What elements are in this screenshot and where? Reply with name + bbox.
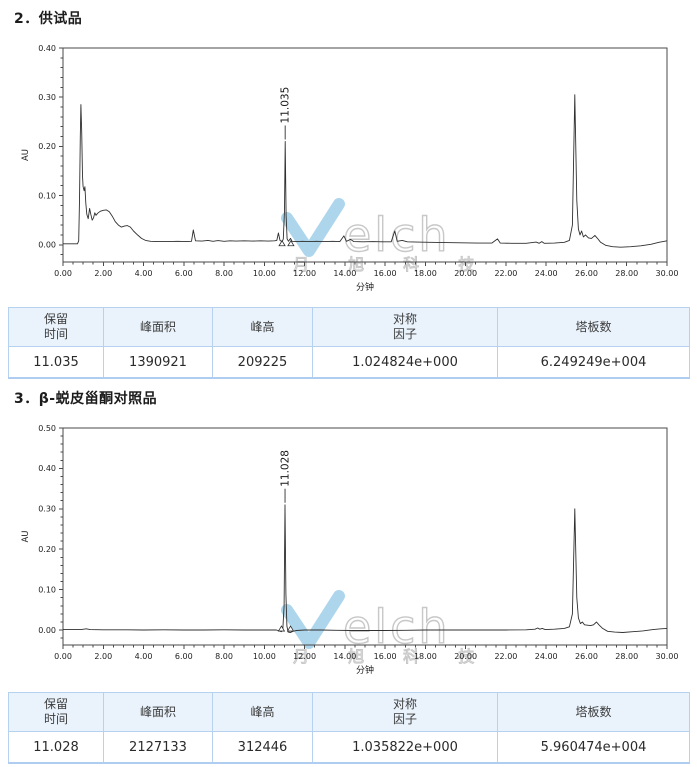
x-tick-label: 6.00 — [175, 652, 193, 661]
peak-retention-time-label: 11.028 — [280, 450, 292, 487]
data-cell-peak-area: 2127133 — [103, 731, 213, 764]
x-tick-label: 22.00 — [494, 269, 517, 278]
x-tick-label: 16.00 — [374, 269, 397, 278]
y-tick-label: 0.20 — [38, 142, 56, 151]
x-tick-label: 0.00 — [54, 652, 72, 661]
x-tick-label: 12.00 — [293, 269, 316, 278]
header-cell-symmetry-factor: 对称 因子 — [312, 692, 498, 732]
y-tick-label: 0.40 — [38, 464, 56, 473]
y-tick-label: 0.10 — [38, 585, 56, 594]
header-cell-retention-time: 保留 时间 — [8, 307, 104, 347]
header-cell-plate-number: 塔板数 — [497, 307, 690, 347]
x-tick-label: 26.00 — [575, 269, 598, 278]
header-cell-peak-area: 峰面积 — [103, 692, 213, 732]
y-axis-tick-labels: 0.00 0.10 0.20 0.30 0.40 0.50 — [38, 424, 56, 635]
y-tick-label: 0.00 — [38, 626, 56, 635]
x-axis-title: 分钟 — [356, 664, 374, 676]
welch-watermark-text: elch — [343, 600, 451, 654]
x-tick-label: 2.00 — [94, 269, 112, 278]
chromatogram-trace — [63, 504, 668, 633]
x-tick-label: 24.00 — [535, 269, 558, 278]
x-tick-label: 6.00 — [175, 269, 193, 278]
data-cell-retention-time: 11.035 — [8, 346, 104, 379]
x-tick-label: 26.00 — [575, 652, 598, 661]
x-axis-tick-labels: 0.00 2.00 4.00 6.00 8.00 10.00 12.00 14.00 16.00… — [54, 269, 678, 278]
y-tick-label: 0.10 — [38, 191, 56, 200]
integration-mark-icon — [286, 625, 295, 632]
x-tick-label: 20.00 — [454, 652, 477, 661]
x-axis-tick-labels: 0.00 2.00 4.00 6.00 8.00 10.00 12.00 14.00 16.00… — [54, 652, 678, 661]
x-tick-label: 4.00 — [135, 652, 153, 661]
header-cell-plate-number: 塔板数 — [497, 692, 690, 732]
welch-check-icon — [281, 198, 345, 257]
y-tick-label: 0.50 — [38, 424, 56, 433]
header-cell-retention-time: 保留 时间 — [8, 692, 104, 732]
x-tick-label: 20.00 — [454, 269, 477, 278]
y-tick-label: 0.40 — [38, 44, 56, 53]
x-tick-label: 10.00 — [253, 269, 276, 278]
x-axis-title: 分钟 — [356, 281, 374, 293]
welch-watermark-cn-text: 月 旭 科 技 — [293, 647, 491, 666]
data-cell-symmetry-factor: 1.035822e+000 — [312, 731, 498, 764]
x-tick-label: 14.00 — [333, 269, 356, 278]
data-cell-plate-number: 6.249249e+004 — [497, 346, 690, 379]
integration-mark-icon — [278, 240, 286, 247]
data-cell-retention-time: 11.028 — [8, 731, 104, 764]
x-tick-label: 10.00 — [253, 652, 276, 661]
table-data-row: 11.028 2127133 312446 1.035822e+000 5.960474… — [8, 731, 690, 764]
peak-retention-time-label: 11.035 — [280, 87, 292, 124]
x-tick-label: 0.00 — [54, 269, 72, 278]
section-title-reference: 3．β-蜕皮甾酮对照品 — [14, 391, 158, 407]
peak-results-table-sample: 保留 时间 峰面积 峰高 对称 因子 塔板数 11.035 1390921 209225 1.0… — [8, 307, 690, 379]
x-tick-label: 8.00 — [215, 652, 233, 661]
data-cell-symmetry-factor: 1.024824e+000 — [312, 346, 498, 379]
data-cell-peak-area: 1390921 — [103, 346, 213, 379]
y-tick-label: 0.30 — [38, 505, 56, 514]
axis-ticks — [59, 427, 668, 649]
welch-watermark-text: elch — [343, 208, 451, 262]
x-tick-label: 30.00 — [656, 269, 679, 278]
y-tick-label: 0.00 — [38, 241, 56, 250]
x-tick-label: 28.00 — [615, 652, 638, 661]
x-tick-label: 22.00 — [494, 652, 517, 661]
x-tick-label: 12.00 — [293, 652, 316, 661]
table-data-row: 11.035 1390921 209225 1.024824e+000 6.249249… — [8, 346, 690, 379]
x-tick-label: 18.00 — [414, 652, 437, 661]
x-tick-label: 2.00 — [94, 652, 112, 661]
x-tick-label: 16.00 — [374, 652, 397, 661]
welch-watermark-cn-text: 月 旭 科 技 — [293, 255, 491, 274]
y-axis-title: AU — [21, 149, 31, 161]
chromatogram-trace — [63, 94, 668, 248]
y-tick-label: 0.30 — [38, 93, 56, 102]
y-tick-label: 0.20 — [38, 545, 56, 554]
y-axis-title: AU — [21, 530, 31, 542]
table-header-row: 保留 时间 峰面积 峰高 对称 因子 塔板数 — [8, 307, 690, 347]
header-cell-symmetry-factor: 对称 因子 — [312, 307, 498, 347]
y-axis-tick-labels: 0.00 0.10 0.20 0.30 0.40 — [38, 44, 56, 250]
welch-check-icon — [281, 590, 345, 649]
data-cell-peak-height: 312446 — [212, 731, 313, 764]
table-header-row: 保留 时间 峰面积 峰高 对称 因子 塔板数 — [8, 692, 690, 732]
integration-mark-icon — [277, 625, 286, 632]
header-cell-peak-height: 峰高 — [212, 692, 313, 732]
x-tick-label: 18.00 — [414, 269, 437, 278]
data-cell-peak-height: 209225 — [212, 346, 313, 379]
x-tick-label: 24.00 — [535, 652, 558, 661]
axis-ticks — [59, 47, 668, 266]
x-tick-label: 30.00 — [656, 652, 679, 661]
section-title-sample: 2．供试品 — [14, 11, 83, 27]
peak-results-table-reference: 保留 时间 峰面积 峰高 对称 因子 塔板数 11.028 2127133 312446 1.0… — [8, 692, 690, 764]
x-tick-label: 14.00 — [333, 652, 356, 661]
header-cell-peak-height: 峰高 — [212, 307, 313, 347]
header-cell-peak-area: 峰面积 — [103, 307, 213, 347]
integration-mark-icon — [287, 240, 295, 247]
x-tick-label: 4.00 — [135, 269, 153, 278]
data-cell-plate-number: 5.960474e+004 — [497, 731, 690, 764]
x-tick-label: 28.00 — [615, 269, 638, 278]
x-tick-label: 8.00 — [215, 269, 233, 278]
